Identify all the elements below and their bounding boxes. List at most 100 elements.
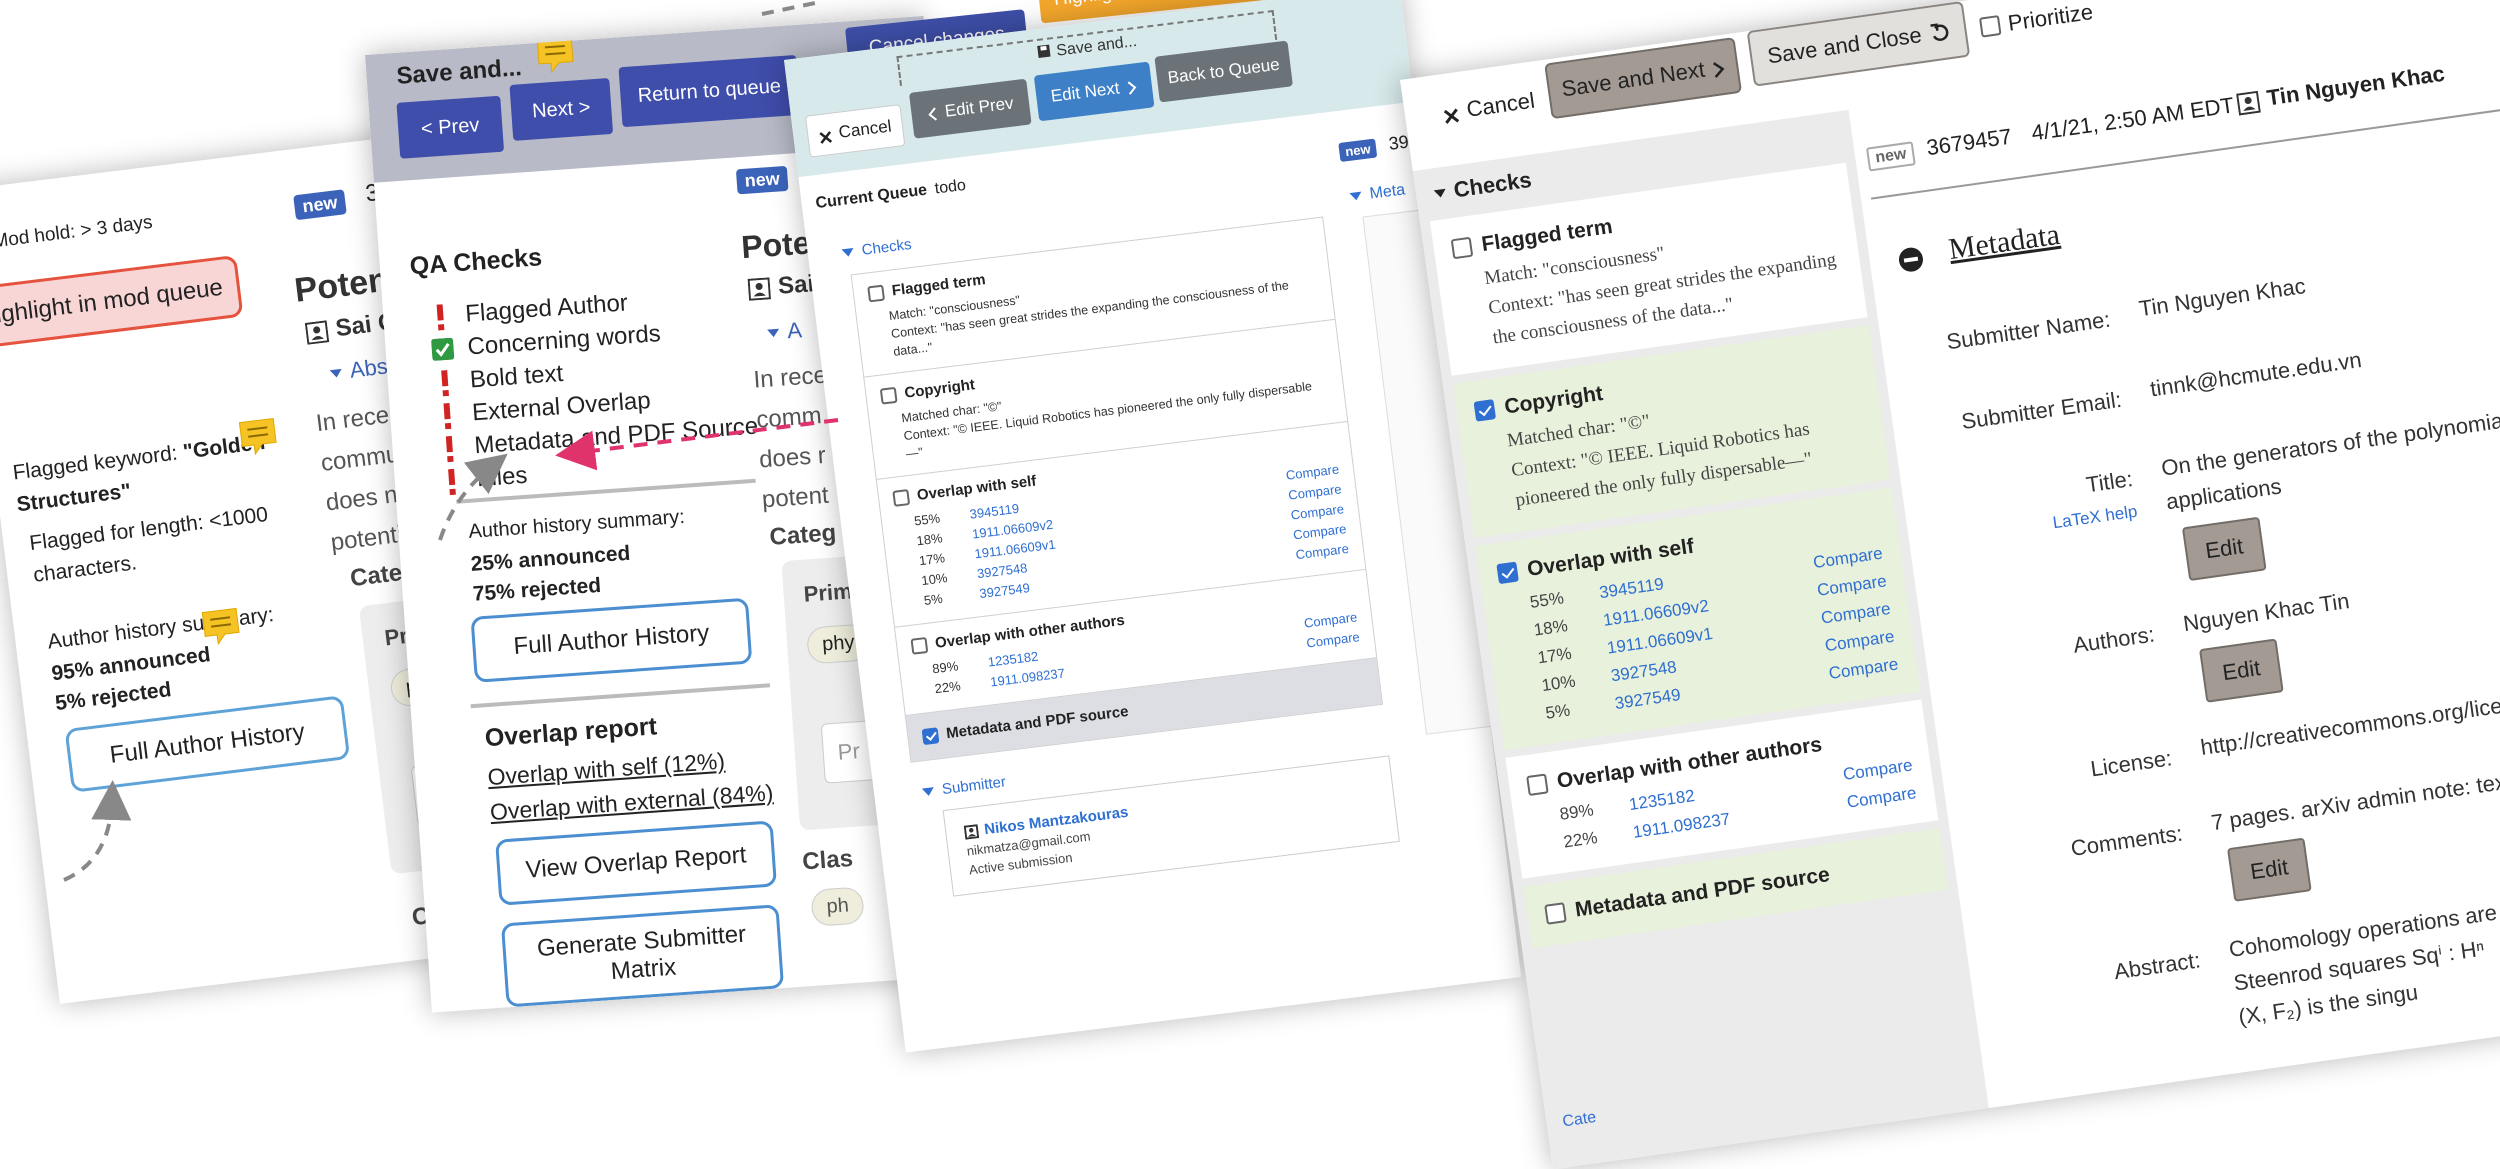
check-title: Metadata and PDF source [945, 702, 1130, 743]
checkbox[interactable] [1978, 15, 2002, 38]
icon-svg [1713, 62, 1725, 78]
icon-path [1128, 81, 1137, 95]
icon-circle [313, 326, 321, 334]
matrix-button[interactable]: Generate Submitter Matrix [500, 904, 785, 1008]
category-chip: ph [810, 886, 866, 927]
field-value: Tin Nguyen Khac [2137, 273, 2308, 322]
chevron-right [1127, 79, 1139, 95]
new-badge: new [1338, 138, 1378, 162]
chevron-right [1711, 58, 1725, 78]
metadata-toggle: Meta [1349, 181, 1406, 206]
submitter-card: Nikos Mantzakouras nikmatza@gmail.com Acti… [942, 755, 1400, 897]
cancel-button[interactable]: Cancel [1432, 75, 1546, 140]
icon-rect [747, 277, 772, 301]
abstract-text: potent [761, 481, 830, 514]
edit-prev-button[interactable]: Edit Prev [908, 78, 1032, 139]
edit-button[interactable]: Edit [2226, 837, 2312, 902]
checkbox[interactable] [1526, 773, 1549, 797]
qa-item: Files [475, 461, 529, 493]
field-value: Nguyen Khac Tin [2181, 588, 2351, 637]
metadata-title: Metadata [1946, 217, 2062, 267]
icon-svg [448, 468, 456, 496]
icon-rect [445, 435, 453, 453]
caret [1433, 188, 1447, 199]
error-icon [433, 304, 449, 331]
icon-rect [442, 389, 449, 397]
submission-date: 4/1/21, 2:50 AM EDT [2029, 92, 2236, 146]
icon-rect [2236, 90, 2261, 116]
icon-path [311, 336, 325, 341]
qa-title: QA Checks [408, 243, 543, 281]
icon-svg [1443, 108, 1460, 124]
icon-rect [963, 823, 980, 840]
icon-svg [201, 607, 240, 646]
full-author-history-button[interactable]: Full Author History [470, 597, 753, 683]
icon-path [1930, 23, 1939, 31]
checkbox[interactable] [1544, 902, 1567, 925]
checks-title: Checks [860, 235, 913, 259]
cancel-button[interactable]: Cancel [804, 104, 906, 158]
edit-button[interactable]: Edit [2199, 638, 2284, 703]
icon-path [201, 607, 240, 646]
icon-path [238, 417, 277, 456]
checkbox[interactable] [1473, 399, 1497, 422]
save-next-label: Save and Next [1559, 56, 1707, 102]
icon-svg [445, 435, 454, 463]
screenshot-collage: Mod hold: > 3 days Highlight in mod queue… [0, 0, 2500, 1000]
icon-rect [444, 422, 452, 430]
abstract-toggle: A [766, 317, 803, 345]
icon-svg [443, 402, 452, 430]
save-close-button[interactable]: Save and Close [1746, 0, 1971, 87]
checkbox[interactable] [867, 284, 886, 303]
icon-svg [441, 370, 449, 397]
next-button[interactable]: Next > [509, 78, 614, 141]
icon-svg [1898, 247, 1923, 272]
view-overlap-button[interactable]: View Overlap Report [495, 820, 777, 906]
prev-button[interactable]: < Prev [396, 95, 505, 159]
checkbox[interactable] [879, 386, 898, 405]
icon-rect [437, 324, 445, 331]
checkbox[interactable] [892, 489, 911, 507]
checkbox[interactable] [921, 727, 940, 746]
icon-path [536, 37, 574, 74]
edit-next-button[interactable]: Edit Next [1033, 61, 1155, 122]
rejected: 75% rejected [472, 573, 602, 606]
new-badge: new [735, 165, 789, 195]
classifier-label: Clas [801, 844, 854, 876]
submitter-header: Tin Nguyen Khac [2265, 60, 2447, 111]
icon-rect [449, 488, 456, 496]
caret [1349, 191, 1363, 201]
return-button[interactable]: Return to queue [618, 54, 801, 128]
icon-circle [2244, 97, 2252, 105]
icon-rect [447, 455, 454, 463]
submitter-title: Submitter [941, 773, 1007, 799]
paper-title: Pote [740, 224, 812, 266]
icon-path [1932, 24, 1949, 41]
caret [921, 787, 935, 797]
icon-path [544, 45, 566, 56]
overlap-title: Overlap report [483, 712, 658, 753]
cancel-label: Cancel [837, 116, 893, 142]
checkbox[interactable] [910, 636, 929, 655]
save-next-button[interactable]: Save and Next [1544, 37, 1743, 120]
check-title: Copyright [903, 376, 976, 402]
icon-path [247, 426, 269, 438]
field-label: Comments: [2069, 820, 2185, 861]
panel-qa-view: Save and... < Prev Next > Return to queue ne… [365, 15, 991, 1013]
check-title: Metadata and PDF source [1573, 863, 1832, 922]
icon-svg [1930, 23, 1949, 41]
qa-item: Bold text [468, 359, 565, 394]
icon-svg [2236, 90, 2261, 116]
checkbox[interactable] [1496, 561, 1519, 585]
field-label: Submitter Name: [1944, 306, 2112, 355]
icon-svg [927, 107, 937, 121]
highlight-button[interactable]: Highlight in mod queue [0, 254, 244, 351]
icon-rect [1039, 45, 1047, 51]
divider [470, 683, 771, 709]
edit-button[interactable]: Edit [2181, 516, 2267, 582]
new-badge: new [293, 189, 347, 221]
error-icon [444, 468, 460, 496]
save-icon [1036, 44, 1052, 60]
checkbox[interactable] [1450, 236, 1474, 260]
save-close-label: Save and Close [1765, 22, 1924, 69]
